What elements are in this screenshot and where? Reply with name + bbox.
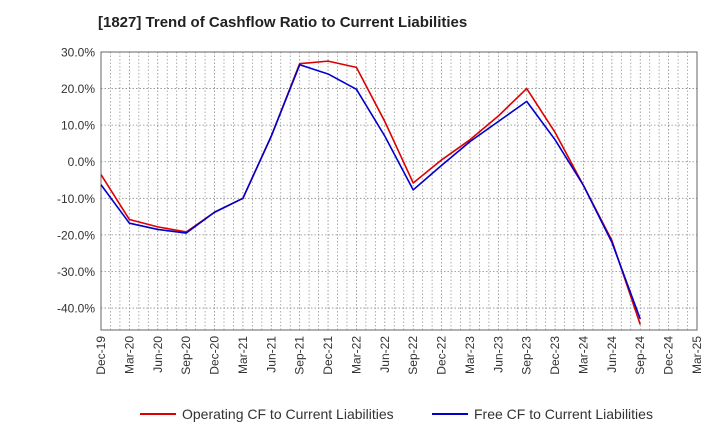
- plot-area: [101, 52, 697, 330]
- plot-border: [100, 51, 698, 331]
- x-tick-label: Dec-23: [548, 336, 562, 375]
- y-tick-label: 30.0%: [61, 46, 95, 60]
- legend-free-cf-label: Free CF to Current Liabilities: [474, 406, 653, 422]
- x-tick-label: Jun-24: [605, 336, 619, 373]
- x-tick-label: Mar-25: [690, 336, 704, 374]
- series-line-free-cf: [100, 64, 641, 320]
- x-tick-label: Dec-22: [435, 336, 449, 375]
- x-tick-label: Mar-23: [463, 336, 477, 374]
- x-tick-label: Mar-24: [576, 336, 590, 374]
- x-tick-label: Mar-20: [122, 336, 136, 374]
- y-tick-label: -20.0%: [57, 228, 95, 242]
- chart-title: [1827] Trend of Cashflow Ratio to Curren…: [98, 14, 468, 31]
- x-tick-label: Jun-21: [264, 336, 278, 373]
- y-tick-label: 0.0%: [68, 155, 96, 169]
- y-tick-label: 10.0%: [61, 119, 95, 133]
- x-tick-label: Dec-21: [321, 336, 335, 375]
- x-tick-label: Sep-24: [633, 336, 647, 375]
- x-tick-label: Dec-20: [208, 336, 222, 375]
- x-tick-label: Mar-21: [236, 336, 250, 374]
- legend-operating-cf-label: Operating CF to Current Liabilities: [182, 406, 394, 422]
- y-tick-label: -40.0%: [57, 302, 95, 316]
- x-tick-label: Jun-23: [491, 336, 505, 373]
- x-tick-label: Dec-19: [94, 336, 108, 375]
- x-tick-label: Jun-22: [378, 336, 392, 373]
- y-tick-label: -10.0%: [57, 192, 95, 206]
- y-tick-label: -30.0%: [57, 265, 95, 279]
- x-tick-label: Jun-20: [151, 336, 165, 373]
- x-tick-label: Sep-21: [293, 336, 307, 375]
- x-tick-label: Sep-22: [406, 336, 420, 375]
- x-tick-label: Sep-23: [520, 336, 534, 375]
- y-tick-label: 20.0%: [61, 82, 95, 96]
- x-tick-label: Dec-24: [662, 336, 676, 375]
- x-tick-label: Mar-22: [349, 336, 363, 374]
- x-tick-label: Sep-20: [179, 336, 193, 375]
